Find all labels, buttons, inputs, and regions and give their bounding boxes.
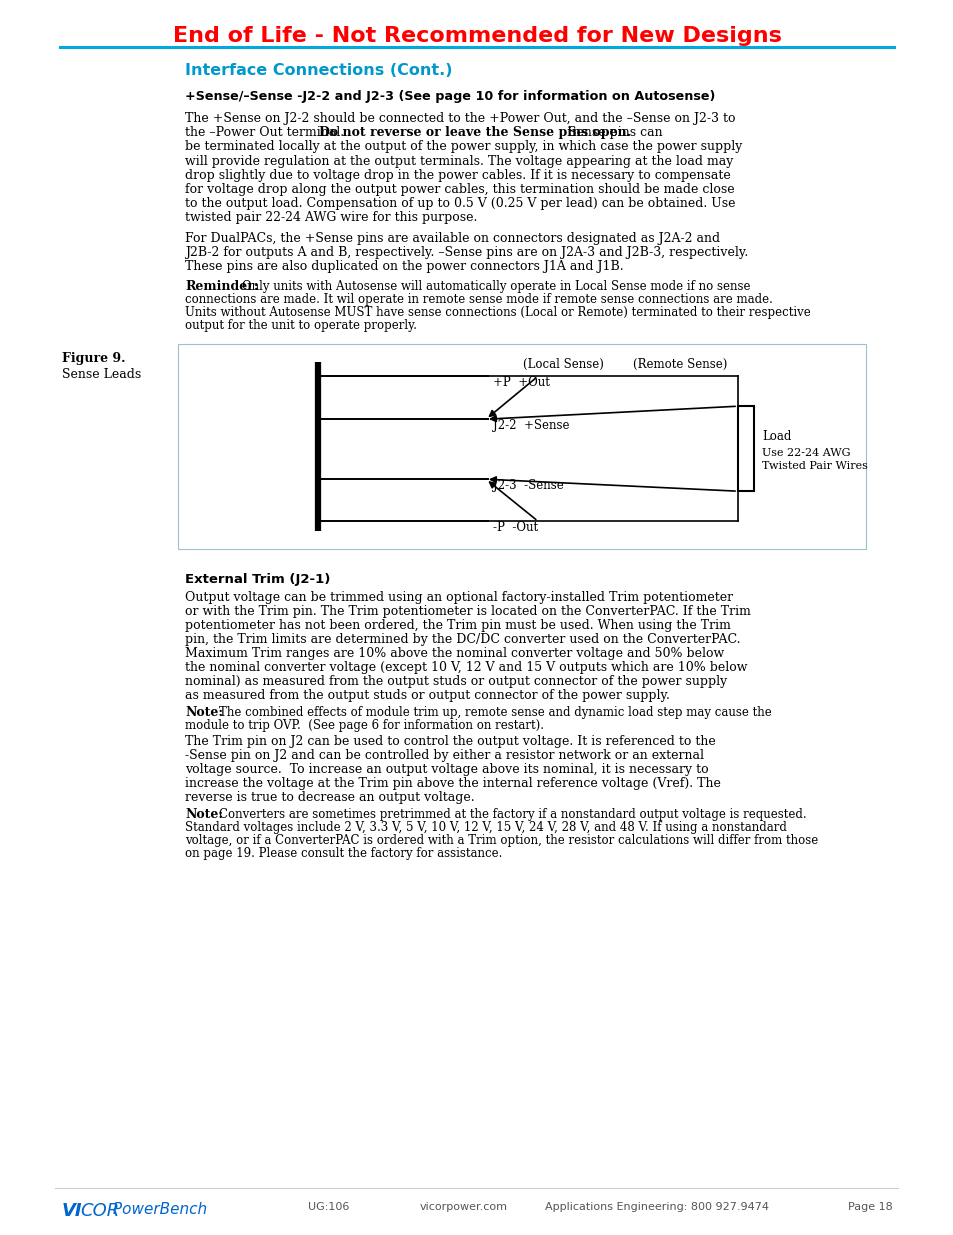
Text: COR: COR [80,1202,119,1220]
Text: +Sense/–Sense -J2-2 and J2-3 (See page 10 for information on Autosense): +Sense/–Sense -J2-2 and J2-3 (See page 1… [185,90,715,103]
Text: as measured from the output studs or output connector of the power supply.: as measured from the output studs or out… [185,689,669,703]
Text: reverse is true to decrease an output voltage.: reverse is true to decrease an output vo… [185,792,475,804]
Text: connections are made. It wil operate in remote sense mode if remote sense connec: connections are made. It wil operate in … [185,293,772,306]
Text: on page 19. Please consult the factory for assistance.: on page 19. Please consult the factory f… [185,847,502,861]
Text: For DualPACs, the +Sense pins are available on connectors designated as J2A-2 an: For DualPACs, the +Sense pins are availa… [185,232,720,245]
Text: Do not reverse or leave the Sense pins open.: Do not reverse or leave the Sense pins o… [319,126,631,140]
Text: +P  +Out: +P +Out [493,377,549,389]
Text: Only units with Autosense will automatically operate in Local Sense mode if no s: Only units with Autosense will automatic… [242,280,750,293]
Text: Reminder:: Reminder: [185,280,258,293]
Text: the –Power Out terminal.: the –Power Out terminal. [185,126,348,140]
Text: Twisted Pair Wires: Twisted Pair Wires [761,461,867,472]
Text: Note:: Note: [185,706,223,719]
Text: Standard voltages include 2 V, 3.3 V, 5 V, 10 V, 12 V, 15 V, 24 V, 28 V, and 48 : Standard voltages include 2 V, 3.3 V, 5 … [185,821,786,834]
Text: Sense Leads: Sense Leads [62,368,141,382]
Text: End of Life - Not Recommended for New Designs: End of Life - Not Recommended for New De… [172,26,781,46]
Text: J2-2  +Sense: J2-2 +Sense [493,419,569,432]
Text: Sense pins can: Sense pins can [563,126,661,140]
Text: for voltage drop along the output power cables, this termination should be made : for voltage drop along the output power … [185,183,734,196]
Text: J2-3  -Sense: J2-3 -Sense [493,479,563,493]
Text: Load: Load [761,430,791,443]
Text: will provide regulation at the output terminals. The voltage appearing at the lo: will provide regulation at the output te… [185,154,733,168]
Text: potentiometer has not been ordered, the Trim pin must be used. When using the Tr: potentiometer has not been ordered, the … [185,619,730,632]
Text: module to trip OVP.  (See page 6 for information on restart).: module to trip OVP. (See page 6 for info… [185,719,543,732]
Text: increase the voltage at the Trim pin above the internal reference voltage (Vref): increase the voltage at the Trim pin abo… [185,777,720,790]
Text: the nominal converter voltage (except 10 V, 12 V and 15 V outputs which are 10% : the nominal converter voltage (except 10… [185,661,747,674]
Bar [178,345,865,550]
Bar [738,406,753,492]
Text: output for the unit to operate properly.: output for the unit to operate properly. [185,319,416,332]
Text: PowerBench: PowerBench [108,1202,207,1216]
Text: The combined effects of module trim up, remote sense and dynamic load step may c: The combined effects of module trim up, … [219,706,771,719]
Text: -Sense pin on J2 and can be controlled by either a resistor network or an extern: -Sense pin on J2 and can be controlled b… [185,750,703,762]
Text: drop slightly due to voltage drop in the power cables. If it is necessary to com: drop slightly due to voltage drop in the… [185,169,730,182]
Text: Maximum Trim ranges are 10% above the nominal converter voltage and 50% below: Maximum Trim ranges are 10% above the no… [185,647,723,661]
Text: voltage source.  To increase an output voltage above its nominal, it is necessar: voltage source. To increase an output vo… [185,763,708,777]
Text: or with the Trim pin. The Trim potentiometer is located on the ConverterPAC. If : or with the Trim pin. The Trim potentiom… [185,605,750,619]
Text: nominal) as measured from the output studs or output connector of the power supp: nominal) as measured from the output stu… [185,676,726,688]
Text: The +Sense on J2-2 should be connected to the +Power Out, and the –Sense on J2-3: The +Sense on J2-2 should be connected t… [185,112,735,125]
Text: J2B-2 for outputs A and B, respectively. –Sense pins are on J2A-3 and J2B-3, res: J2B-2 for outputs A and B, respectively.… [185,246,747,259]
Text: Figure 9.: Figure 9. [62,352,126,366]
Text: twisted pair 22-24 AWG wire for this purpose.: twisted pair 22-24 AWG wire for this pur… [185,211,476,225]
Text: voltage, or if a ConverterPAC is ordered with a Trim option, the resistor calcul: voltage, or if a ConverterPAC is ordered… [185,834,818,847]
Text: to the output load. Compensation of up to 0.5 V (0.25 V per lead) can be obtaine: to the output load. Compensation of up t… [185,198,735,210]
Text: Page 18: Page 18 [847,1202,892,1212]
Text: Output voltage can be trimmed using an optional factory-installed Trim potentiom: Output voltage can be trimmed using an o… [185,592,732,604]
Text: vicorpower.com: vicorpower.com [419,1202,507,1212]
Text: (Local Sense): (Local Sense) [522,358,603,372]
Text: Use 22-24 AWG: Use 22-24 AWG [761,448,850,458]
Text: Converters are sometimes pretrimmed at the factory if a nonstandard output volta: Converters are sometimes pretrimmed at t… [219,808,806,821]
Text: pin, the Trim limits are determined by the DC/DC converter used on the Converter: pin, the Trim limits are determined by t… [185,634,740,646]
Text: (Remote Sense): (Remote Sense) [633,358,726,372]
Text: These pins are also duplicated on the power connectors J1A and J1B.: These pins are also duplicated on the po… [185,261,623,273]
Text: VI: VI [62,1202,83,1220]
Text: Applications Engineering: 800 927.9474: Applications Engineering: 800 927.9474 [544,1202,768,1212]
Text: The Trim pin on J2 can be used to control the output voltage. It is referenced t: The Trim pin on J2 can be used to contro… [185,735,715,748]
Text: Interface Connections (Cont.): Interface Connections (Cont.) [185,63,452,78]
Text: External Trim (J2-1): External Trim (J2-1) [185,573,330,587]
Text: Units without Autosense MUST have sense connections (Local or Remote) terminated: Units without Autosense MUST have sense … [185,306,810,319]
Text: be terminated locally at the output of the power supply, in which case the power: be terminated locally at the output of t… [185,141,741,153]
Text: -P  -Out: -P -Out [493,521,537,535]
Text: Note:: Note: [185,808,223,821]
Text: UG:106: UG:106 [308,1202,349,1212]
